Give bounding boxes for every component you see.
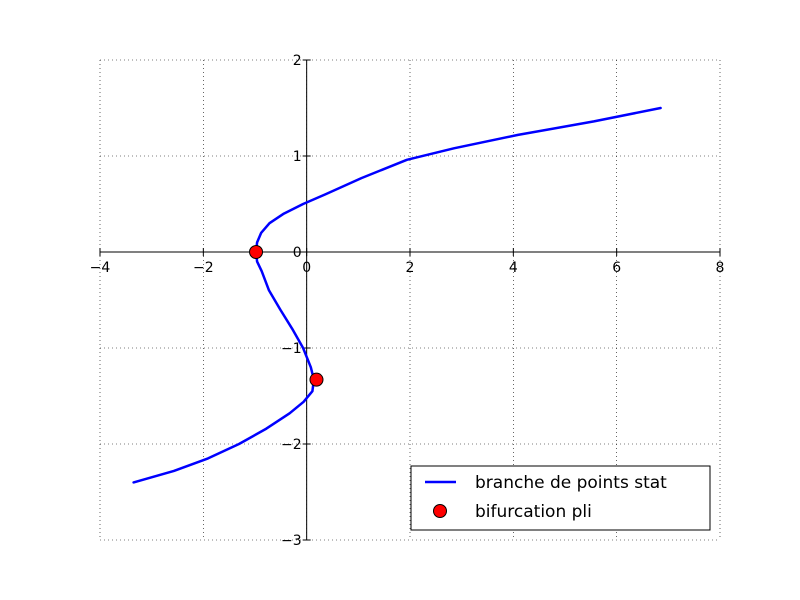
x-tick-label-0: −4	[90, 260, 111, 276]
x-tick-label-2: 0	[302, 260, 311, 276]
legend-box	[410, 465, 711, 531]
legend-label-marker: bifurcation pli	[475, 502, 592, 522]
x-tick-label-1: −2	[193, 260, 214, 276]
y-tick-label-4: 1	[293, 149, 302, 165]
series	[132, 106, 662, 484]
x-tick-label-6: 8	[716, 260, 725, 276]
y-tick-label-2: −1	[281, 341, 302, 357]
legend-label-line: branche de points stat	[475, 473, 667, 493]
y-tick-label-5: 2	[293, 53, 302, 69]
y-tick-label-0: −3	[281, 533, 302, 549]
y-tick-label-1: −2	[281, 437, 302, 453]
x-tick-label-3: 2	[406, 260, 415, 276]
y-tick-label-3: 0	[293, 245, 302, 261]
x-tick-label-5: 6	[612, 260, 621, 276]
series-line-branche	[132, 106, 662, 484]
x-tick-label-4: 4	[509, 260, 518, 276]
bifurcation-point-1	[309, 372, 324, 387]
legend: branche de points stat bifurcation pli	[410, 465, 711, 531]
tick-labels: −4 −2 0 2 4 6 8 −3 −2 −1 0 1 2	[90, 53, 725, 549]
bifurcation-point-0	[249, 245, 264, 259]
legend-marker-sample	[433, 504, 447, 518]
